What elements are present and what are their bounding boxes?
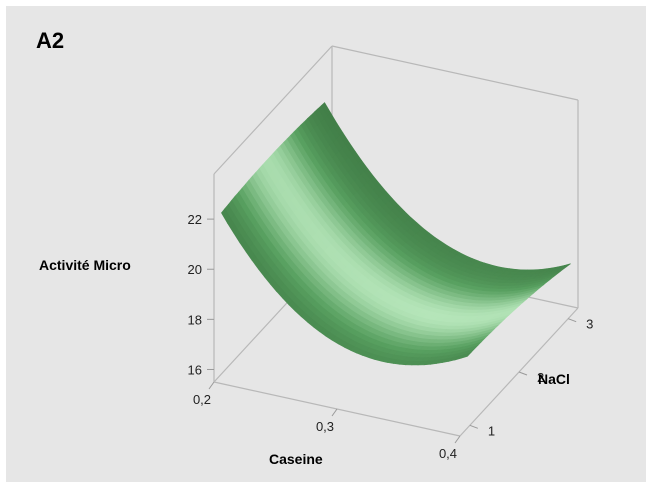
axis-ticks	[207, 218, 577, 444]
x-tick-mark	[331, 408, 338, 417]
x-tick-label: 0,2	[193, 392, 211, 407]
y-tick-label: 2	[537, 370, 544, 385]
y-tick-label: 3	[586, 317, 593, 332]
z-tick-label: 22	[188, 212, 202, 227]
surface-plot: 16 18 20 22 0,2 0,3 0,4 1 2 3 Activité Micro Case…	[39, 45, 594, 467]
z-tick-label: 16	[188, 362, 202, 377]
x-axis-title: Caseine	[269, 451, 323, 467]
response-surface	[221, 102, 571, 366]
y-tick-mark	[518, 371, 528, 376]
tick-labels: 16 18 20 22 0,2 0,3 0,4 1 2 3	[188, 212, 594, 461]
x-tick-label: 0,3	[316, 419, 334, 434]
x-tick-label: 0,4	[439, 446, 457, 461]
y-tick-mark	[469, 424, 479, 429]
x-tick-mark	[208, 381, 215, 390]
y-tick-label: 1	[488, 423, 495, 438]
y-axis-title: NaCl	[538, 371, 570, 387]
panel-label: A2	[36, 28, 65, 53]
chart-frame: A2 16 18 20 22 0,2 0,3 0,4 1 2 3 Activité Micro C…	[6, 6, 646, 482]
z-axis-title: Activité Micro	[39, 257, 131, 273]
box-edge	[331, 45, 579, 101]
z-tick-label: 20	[188, 262, 202, 277]
x-tick-mark	[454, 435, 461, 444]
surface-patch	[460, 352, 472, 359]
box-edge	[213, 45, 333, 175]
y-tick-mark	[567, 318, 577, 323]
z-tick-label: 18	[188, 312, 202, 327]
